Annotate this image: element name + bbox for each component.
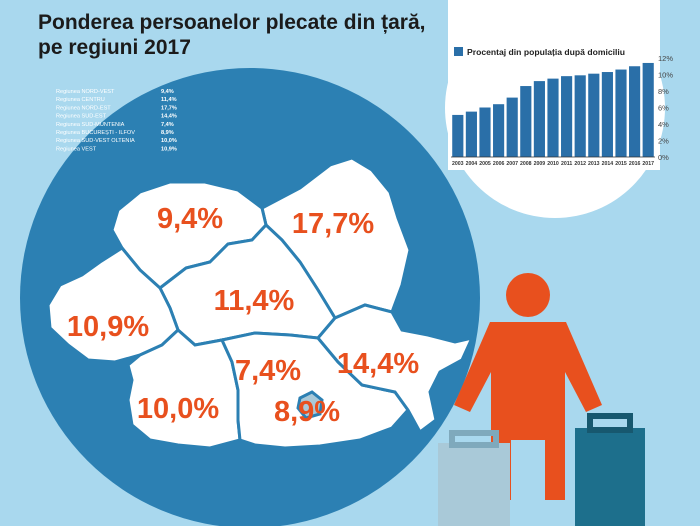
- map-value-label: 17,7%: [292, 208, 374, 240]
- legend-row-label: Regiunea BUCUREȘTI - ILFOV: [56, 130, 135, 136]
- bar-category-label: 2012: [574, 161, 586, 167]
- legend-row-label: Regiunea NORD-EST: [56, 105, 111, 111]
- bar: [520, 86, 532, 157]
- page-title: Ponderea persoanelor plecate din țară, p…: [38, 10, 438, 60]
- title-line-2: pe regiuni 2017: [38, 36, 191, 59]
- legend-row-value: 10,0%: [161, 138, 177, 144]
- bar: [615, 69, 627, 157]
- y-tick-label: 0%: [658, 153, 669, 162]
- bar: [574, 75, 586, 157]
- y-tick-label: 2%: [658, 137, 669, 146]
- bar-category-label: 2017: [642, 161, 654, 167]
- bar: [452, 114, 464, 157]
- bar-category-label: 2005: [479, 161, 491, 167]
- bar-category-label: 2014: [602, 161, 614, 167]
- legend-row-value: 11,4%: [161, 97, 177, 103]
- region-sud-muntenia: [219, 331, 410, 450]
- bar-category-label: 2010: [547, 161, 559, 167]
- legend-row-label: Regiunea SUD-EST: [56, 114, 107, 120]
- bar: [533, 81, 545, 157]
- map-value-label: 10,0%: [137, 393, 219, 425]
- y-tick-label: 10%: [658, 71, 673, 80]
- map-value-label: 11,4%: [214, 285, 295, 317]
- y-tick-label: 4%: [658, 120, 669, 129]
- legend-row-value: 7,4%: [161, 122, 174, 128]
- suitcase-dark-handle: [587, 413, 633, 433]
- legend-row-label: Regiunea CENTRU: [56, 97, 105, 103]
- bar: [629, 66, 641, 157]
- legend-row-label: Regiunea NORD-VEST: [56, 89, 115, 95]
- map-labels: 9,4% 17,7% 11,4% 10,9% 7,4% 14,4% 10,0% 8,9%: [67, 203, 419, 428]
- y-tick-label: 12%: [658, 54, 673, 63]
- suitcases: [438, 413, 645, 526]
- map-value-label: 10,9%: [67, 311, 149, 343]
- suitcase-light-handle: [449, 430, 499, 448]
- legend-row-label: Regiunea SUD-MUNTENIA: [56, 122, 125, 128]
- legend-row-label: Regiunea SUD-VEST OLTENIA: [56, 138, 135, 144]
- suitcase-light: [438, 443, 510, 526]
- bar: [588, 73, 600, 157]
- bar-category-label: 2015: [615, 161, 627, 167]
- bar-category-label: 2004: [466, 161, 478, 167]
- map-value-label: 9,4%: [157, 203, 223, 235]
- romania-map: [46, 156, 475, 450]
- bar: [479, 107, 491, 157]
- map-value-label: 14,4%: [337, 348, 419, 380]
- legend-row-value: 8,9%: [161, 130, 174, 136]
- legend-row-value: 14,4%: [161, 114, 177, 120]
- region-bucuresti-ilfov: [296, 390, 324, 420]
- bar-category-label: 2013: [588, 161, 600, 167]
- y-tick-label: 6%: [658, 104, 669, 113]
- bar: [601, 72, 613, 157]
- map-value-label: 7,4%: [235, 355, 301, 387]
- bar-chart: Procentaj din populația după domiciliu 20…: [451, 47, 673, 167]
- bar-legend-label: Procentaj din populația după domiciliu: [467, 47, 625, 57]
- legend-row-value: 10,9%: [161, 146, 177, 152]
- bar-category-label: 2011: [561, 161, 572, 167]
- legend-row-value: 17,7%: [161, 105, 177, 111]
- bar-category-label: 2003: [452, 161, 464, 167]
- legend-row-value: 9,4%: [161, 89, 174, 95]
- suitcase-dark: [575, 428, 645, 526]
- person-head: [506, 273, 550, 317]
- bar: [493, 104, 505, 157]
- bar-category-label: 2006: [493, 161, 505, 167]
- bar-legend-swatch: [454, 47, 463, 56]
- bar: [465, 111, 477, 157]
- region-vest: [46, 246, 180, 364]
- map-value-label: 8,9%: [274, 396, 340, 428]
- y-tick-label: 8%: [658, 87, 669, 96]
- legend-table: Regiunea NORD-VEST 9,4% Regiunea CENTRU 11,…: [56, 89, 177, 152]
- bar: [642, 62, 654, 158]
- region-sud-est: [316, 303, 475, 435]
- bar-category-label: 2016: [629, 161, 641, 167]
- bar-category-label: 2009: [534, 161, 546, 167]
- bar-category-label: 2007: [506, 161, 518, 167]
- title-line-1: Ponderea persoanelor plecate din țară,: [38, 11, 426, 34]
- bar: [506, 97, 518, 157]
- legend-row-label: Regiunea VEST: [56, 146, 97, 152]
- bar-category-label: 2008: [520, 161, 532, 167]
- bar: [561, 76, 573, 157]
- bar: [547, 78, 559, 157]
